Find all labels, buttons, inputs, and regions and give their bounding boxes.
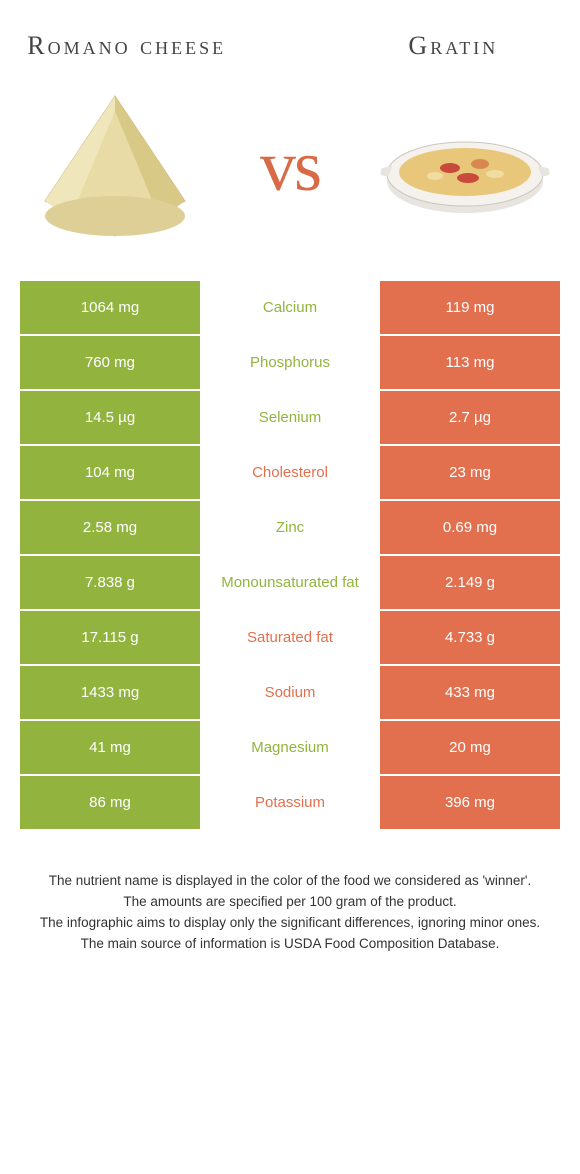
table-row: 41 mgMagnesium20 mg bbox=[20, 721, 560, 776]
left-value-cell: 14.5 µg bbox=[20, 391, 200, 446]
left-value-cell: 41 mg bbox=[20, 721, 200, 776]
left-value-cell: 104 mg bbox=[20, 446, 200, 501]
left-value-cell: 17.115 g bbox=[20, 611, 200, 666]
nutrient-table: 1064 mgCalcium119 mg760 mgPhosphorus113 … bbox=[20, 281, 560, 831]
right-value-cell: 113 mg bbox=[380, 336, 560, 391]
nutrient-name-cell: Saturated fat bbox=[200, 611, 380, 666]
left-food-title: Romano cheese bbox=[27, 30, 227, 61]
right-value-cell: 119 mg bbox=[380, 281, 560, 336]
footer-line: The main source of information is USDA F… bbox=[30, 934, 550, 955]
right-value-cell: 4.733 g bbox=[380, 611, 560, 666]
nutrient-name-cell: Selenium bbox=[200, 391, 380, 446]
left-value-cell: 1064 mg bbox=[20, 281, 200, 336]
table-row: 2.58 mgZinc0.69 mg bbox=[20, 501, 560, 556]
right-value-cell: 2.7 µg bbox=[380, 391, 560, 446]
table-row: 7.838 gMonounsaturated fat2.149 g bbox=[20, 556, 560, 611]
nutrient-name-cell: Calcium bbox=[200, 281, 380, 336]
table-row: 1064 mgCalcium119 mg bbox=[20, 281, 560, 336]
table-row: 760 mgPhosphorus113 mg bbox=[20, 336, 560, 391]
table-row: 17.115 gSaturated fat4.733 g bbox=[20, 611, 560, 666]
left-value-cell: 1433 mg bbox=[20, 666, 200, 721]
nutrient-name-cell: Monounsaturated fat bbox=[200, 556, 380, 611]
right-value-cell: 20 mg bbox=[380, 721, 560, 776]
footer-line: The nutrient name is displayed in the co… bbox=[30, 871, 550, 892]
right-value-cell: 433 mg bbox=[380, 666, 560, 721]
nutrient-name-cell: Potassium bbox=[200, 776, 380, 831]
header: Romano cheese Gratin bbox=[0, 0, 580, 71]
gratin-icon bbox=[380, 106, 550, 226]
footer-notes: The nutrient name is displayed in the co… bbox=[0, 831, 580, 975]
left-value-cell: 7.838 g bbox=[20, 556, 200, 611]
right-value-cell: 396 mg bbox=[380, 776, 560, 831]
table-row: 1433 mgSodium433 mg bbox=[20, 666, 560, 721]
nutrient-name-cell: Zinc bbox=[200, 501, 380, 556]
left-value-cell: 2.58 mg bbox=[20, 501, 200, 556]
right-food-image bbox=[380, 81, 550, 251]
nutrient-name-cell: Sodium bbox=[200, 666, 380, 721]
cheese-icon bbox=[30, 81, 200, 251]
left-value-cell: 760 mg bbox=[20, 336, 200, 391]
images-row: vs bbox=[0, 71, 580, 281]
nutrient-name-cell: Phosphorus bbox=[200, 336, 380, 391]
table-row: 14.5 µgSelenium2.7 µg bbox=[20, 391, 560, 446]
right-value-cell: 2.149 g bbox=[380, 556, 560, 611]
footer-line: The infographic aims to display only the… bbox=[30, 913, 550, 934]
footer-line: The amounts are specified per 100 gram o… bbox=[30, 892, 550, 913]
vs-label: vs bbox=[260, 125, 320, 208]
left-value-cell: 86 mg bbox=[20, 776, 200, 831]
nutrient-name-cell: Magnesium bbox=[200, 721, 380, 776]
left-food-image bbox=[30, 81, 200, 251]
table-row: 86 mgPotassium396 mg bbox=[20, 776, 560, 831]
table-row: 104 mgCholesterol23 mg bbox=[20, 446, 560, 501]
right-value-cell: 23 mg bbox=[380, 446, 560, 501]
right-value-cell: 0.69 mg bbox=[380, 501, 560, 556]
nutrient-name-cell: Cholesterol bbox=[200, 446, 380, 501]
right-food-title: Gratin bbox=[353, 30, 553, 61]
